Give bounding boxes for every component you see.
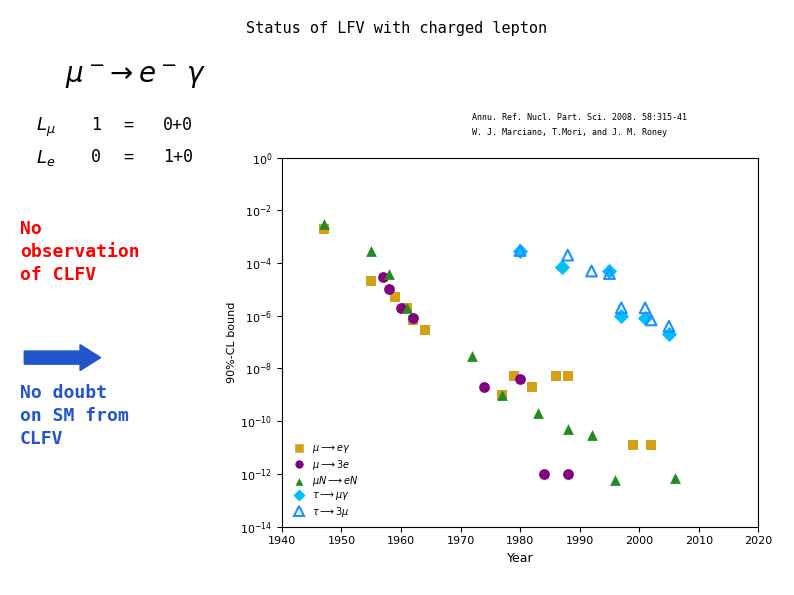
Point <box>615 311 628 321</box>
Point <box>514 246 526 255</box>
Point <box>538 469 550 478</box>
Point <box>514 246 526 255</box>
Text: $L_\mu$: $L_\mu$ <box>36 116 56 139</box>
Point <box>496 390 509 400</box>
Point <box>532 409 545 418</box>
Point <box>639 303 652 312</box>
Point <box>383 284 395 294</box>
Legend: $\mu\longrightarrow e\gamma$, $\mu\longrightarrow 3e$, $\mu N\longrightarrow eN$: $\mu\longrightarrow e\gamma$, $\mu\longr… <box>287 440 361 522</box>
Text: No
observation
of CLFV: No observation of CLFV <box>20 220 140 284</box>
Text: 1+0: 1+0 <box>163 148 193 165</box>
Point <box>318 224 330 234</box>
Point <box>389 293 402 302</box>
Point <box>401 303 414 312</box>
Point <box>585 430 598 440</box>
Text: 1: 1 <box>91 116 102 134</box>
Text: Annu. Ref. Nucl. Part. Sci. 2008. 58:315-41: Annu. Ref. Nucl. Part. Sci. 2008. 58:315… <box>472 113 688 122</box>
Point <box>478 382 491 392</box>
Point <box>496 390 509 400</box>
Text: $L_e$: $L_e$ <box>36 148 55 168</box>
Point <box>561 469 574 478</box>
Point <box>561 424 574 434</box>
Point <box>365 277 378 286</box>
Point <box>615 303 628 312</box>
Text: $\mu^-\!\rightarrow e^-\,\gamma$: $\mu^-\!\rightarrow e^-\,\gamma$ <box>64 62 206 90</box>
Point <box>669 473 681 483</box>
Text: =: = <box>123 116 133 134</box>
Point <box>549 372 562 381</box>
Point <box>585 266 598 275</box>
Point <box>526 382 538 392</box>
Point <box>561 372 574 381</box>
Point <box>609 475 622 484</box>
Point <box>514 374 526 384</box>
FancyArrow shape <box>25 345 101 371</box>
Point <box>645 441 657 450</box>
Point <box>663 330 676 339</box>
Point <box>383 269 395 278</box>
Point <box>407 315 419 325</box>
Point <box>377 272 390 281</box>
Point <box>561 250 574 260</box>
Text: 0: 0 <box>91 148 102 165</box>
Point <box>318 220 330 229</box>
Point <box>663 321 676 331</box>
Text: W. J. Marciano, T.Mori, and J. M. Roney: W. J. Marciano, T.Mori, and J. M. Roney <box>472 128 668 137</box>
Point <box>401 303 414 312</box>
Point <box>639 314 652 323</box>
Point <box>407 314 419 323</box>
Text: No doubt
on SM from
CLFV: No doubt on SM from CLFV <box>20 384 129 447</box>
Point <box>603 266 616 275</box>
Text: 0+0: 0+0 <box>163 116 193 134</box>
Text: =: = <box>123 148 133 165</box>
Point <box>508 372 521 381</box>
Point <box>627 441 640 450</box>
Y-axis label: 90%-CL bound: 90%-CL bound <box>227 302 237 383</box>
Point <box>645 315 657 325</box>
Point <box>466 351 479 361</box>
Point <box>556 262 569 272</box>
Point <box>395 303 407 312</box>
Text: Status of LFV with charged lepton: Status of LFV with charged lepton <box>246 21 548 36</box>
Point <box>418 325 431 334</box>
X-axis label: Year: Year <box>507 552 534 565</box>
Point <box>365 246 378 255</box>
Point <box>603 269 616 278</box>
